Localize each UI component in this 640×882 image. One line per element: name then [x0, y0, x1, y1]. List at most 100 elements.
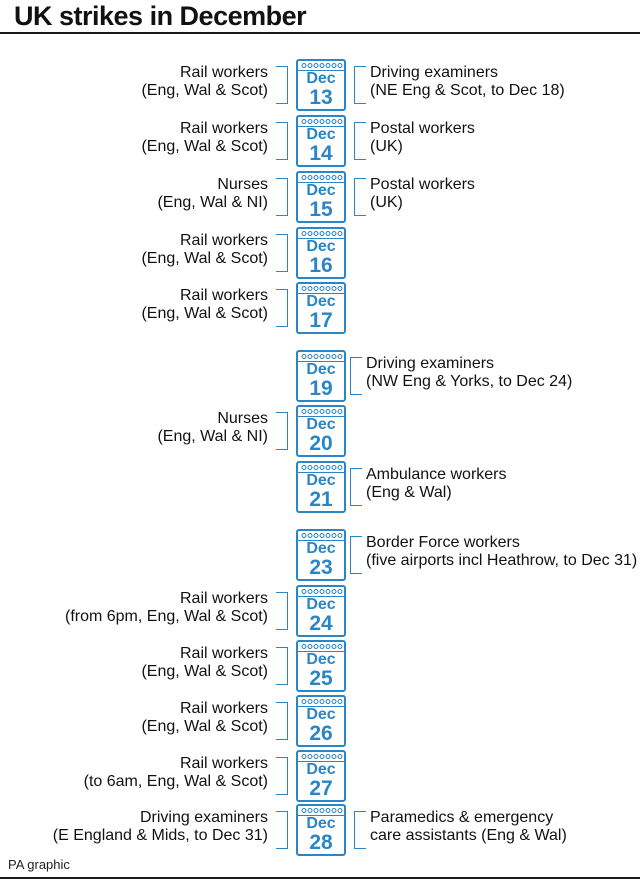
left-strike-label: Rail workers (to 6am, Eng, Wal & Scot)	[84, 755, 268, 791]
strike-text-line: Rail workers	[179, 120, 268, 137]
calendar-rule	[298, 361, 344, 362]
left-bracket	[276, 702, 288, 740]
calendar-day: 19	[309, 377, 333, 400]
left-bracket	[276, 647, 288, 685]
timeline-row: Rail workers (to 6am, Eng, Wal & Scot) Dec…	[0, 750, 640, 802]
left-bracket	[276, 811, 288, 849]
calendar-rings	[301, 698, 343, 705]
left-strike-label: Nurses (Eng, Wal & NI)	[157, 176, 268, 212]
strike-text-line: (NE Eng & Scot, to Dec 18)	[370, 82, 565, 99]
timeline-row: Rail workers (Eng, Wal & Scot) Dec 16	[0, 227, 640, 279]
calendar-month: Dec	[306, 361, 336, 378]
calendar-rule	[298, 70, 344, 71]
strike-text-line: Ambulance workers	[366, 466, 507, 483]
calendar-rule	[298, 540, 344, 541]
left-strike-label: Rail workers (Eng, Wal & Scot)	[141, 287, 268, 323]
calendar-month: Dec	[306, 70, 336, 87]
strike-text-line: (Eng, Wal & Scot)	[141, 250, 268, 267]
timeline-row: Rail workers (Eng, Wal & Scot) Dec 14 Postal…	[0, 115, 640, 167]
strike-text-line: (Eng, Wal & NI)	[157, 194, 268, 211]
strike-text-line: care assistants (Eng & Wal)	[370, 827, 567, 844]
strike-text-line: (to 6am, Eng, Wal & Scot)	[83, 773, 268, 790]
calendar-icon: Dec 24	[296, 585, 346, 637]
left-bracket	[276, 122, 288, 160]
strike-text-line: Nurses	[217, 410, 268, 427]
left-bracket	[276, 178, 288, 216]
calendar-rings	[301, 532, 343, 539]
calendar-rings	[301, 408, 343, 415]
calendar-rule	[298, 238, 344, 239]
calendar-icon: Dec 16	[296, 227, 346, 279]
calendar-rings	[301, 174, 343, 181]
calendar-day: 23	[309, 556, 333, 579]
right-bracket	[350, 357, 362, 395]
calendar-icon: Dec 28	[296, 804, 346, 856]
calendar-icon: Dec 15	[296, 171, 346, 223]
strike-text-line: Rail workers	[179, 755, 268, 772]
strike-text-line: Rail workers	[179, 700, 268, 717]
strike-text-line: (from 6pm, Eng, Wal & Scot)	[64, 608, 268, 625]
calendar-month: Dec	[306, 472, 336, 489]
strike-text-line: (Eng, Wal & Scot)	[141, 663, 268, 680]
strike-text-line: (Eng, Wal & Scot)	[141, 718, 268, 735]
calendar-icon: Dec 25	[296, 640, 346, 692]
timeline-row: Rail workers (Eng, Wal & Scot) Dec 25	[0, 640, 640, 692]
calendar-rule	[298, 416, 344, 417]
left-bracket	[276, 66, 288, 104]
calendar-month: Dec	[306, 761, 336, 778]
calendar-day: 14	[309, 142, 333, 165]
calendar-icon: Dec 13	[296, 59, 346, 111]
calendar-month: Dec	[306, 126, 336, 143]
strike-text-line: (Eng, Wal & NI)	[157, 428, 268, 445]
calendar-day: 15	[309, 198, 333, 221]
calendar-day: 27	[309, 777, 333, 800]
calendar-month: Dec	[306, 416, 336, 433]
left-strike-label: Rail workers (Eng, Wal & Scot)	[141, 64, 268, 100]
left-bracket	[276, 289, 288, 327]
timeline-row: Driving examiners (E England & Mids, to D…	[0, 804, 640, 856]
strike-text-line: (Eng & Wal)	[366, 484, 452, 501]
strike-text-line: Driving examiners	[366, 355, 495, 372]
strike-text-line: (Eng, Wal & Scot)	[141, 82, 268, 99]
left-strike-label: Nurses (Eng, Wal & NI)	[157, 410, 268, 446]
strike-text-line: Rail workers	[179, 232, 268, 249]
strike-text-line: (NW Eng & Yorks, to Dec 24)	[366, 373, 573, 390]
calendar-month: Dec	[306, 293, 336, 310]
left-bracket	[276, 234, 288, 272]
calendar-rule	[298, 472, 344, 473]
timeline-row: Dec 21 Ambulance workers (Eng & Wal)	[0, 461, 640, 513]
calendar-rule	[298, 126, 344, 127]
source-credit: PA graphic	[8, 857, 70, 872]
strike-text-line: (five airports incl Heathrow, to Dec 31)	[366, 552, 638, 569]
calendar-day: 24	[309, 612, 333, 635]
bottom-divider	[0, 877, 640, 879]
right-strike-label: Postal workers (UK)	[370, 120, 475, 156]
timeline-row: Rail workers (Eng, Wal & Scot) Dec 13 Drivin…	[0, 59, 640, 111]
left-strike-label: Rail workers (Eng, Wal & Scot)	[141, 120, 268, 156]
calendar-icon: Dec 14	[296, 115, 346, 167]
calendar-day: 26	[309, 722, 333, 745]
calendar-rings	[301, 807, 343, 814]
strike-text-line: Border Force workers	[366, 534, 520, 551]
calendar-day: 16	[309, 254, 333, 277]
strike-text-line: Rail workers	[179, 287, 268, 304]
right-strike-label: Ambulance workers (Eng & Wal)	[366, 466, 507, 502]
calendar-month: Dec	[306, 182, 336, 199]
calendar-rings	[301, 353, 343, 360]
top-divider	[0, 32, 640, 34]
left-strike-label: Driving examiners (E England & Mids, to D…	[53, 809, 268, 845]
left-strike-label: Rail workers (Eng, Wal & Scot)	[141, 232, 268, 268]
right-bracket	[354, 178, 366, 216]
calendar-rule	[298, 596, 344, 597]
right-strike-label: Border Force workers (five airports incl …	[366, 534, 637, 570]
right-bracket	[354, 811, 366, 849]
calendar-rings	[301, 230, 343, 237]
calendar-rings	[301, 62, 343, 69]
calendar-rings	[301, 464, 343, 471]
calendar-day: 17	[309, 309, 333, 332]
timeline-row: Dec 23 Border Force workers (five airports …	[0, 529, 640, 581]
strike-text-line: (Eng, Wal & Scot)	[141, 138, 268, 155]
strike-text-line: Rail workers	[179, 590, 268, 607]
left-bracket	[276, 412, 288, 450]
calendar-rings	[301, 285, 343, 292]
